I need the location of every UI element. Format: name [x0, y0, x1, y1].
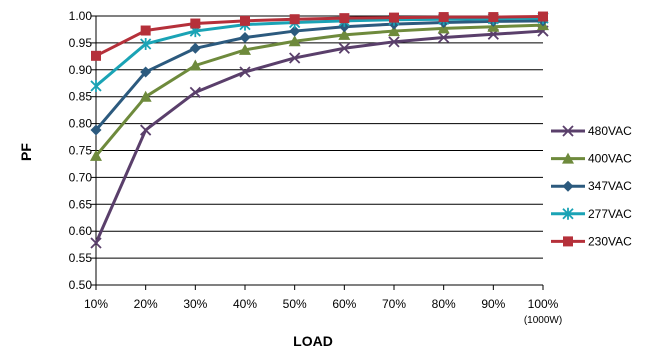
data-point-230vac [289, 14, 300, 25]
legend-label-480vac: 480VAC [588, 124, 632, 138]
x-tick-label: 90% [481, 297, 505, 311]
data-point-480vac [189, 86, 201, 99]
y-tick-label: 0.55 [69, 251, 93, 265]
y-tick-label: 0.90 [69, 63, 93, 77]
tick-labels: 0.50 0.55 0.60 0.65 0.70 0.75 0.80 0.85 0.90 0.95… [69, 9, 563, 326]
data-point-347vac [289, 25, 301, 37]
data-point-277vac [140, 37, 152, 50]
data-point-400vac [189, 59, 202, 71]
data-point-230vac [140, 25, 151, 36]
series-lines [90, 11, 549, 249]
legend-label-230vac: 230VAC [588, 234, 632, 248]
series-line-277vac [95, 16, 544, 88]
y-axis-title: PF [18, 143, 34, 161]
data-point-480vac [388, 36, 400, 48]
data-point-480vac [289, 52, 301, 64]
legend-label-400vac: 400VAC [588, 152, 632, 166]
y-tick-label: 0.70 [69, 170, 93, 184]
data-point-230vac [240, 15, 250, 26]
legend-marker-230vac [563, 236, 573, 247]
y-tick-label: 0.65 [69, 197, 93, 211]
data-point-230vac [488, 12, 499, 23]
data-point-400vac [388, 25, 400, 37]
legend: 480VAC 400VAC 347VAC 277VAC 230VAC [551, 124, 632, 248]
data-point-400vac [139, 90, 152, 102]
data-point-347vac [189, 42, 201, 54]
data-point-400vac [288, 35, 301, 47]
data-point-277vac [90, 79, 102, 92]
series-line-230vac [95, 15, 544, 58]
data-point-230vac [438, 12, 449, 23]
x-tick-sublabel: (1000W) [524, 315, 562, 326]
data-point-480vac [338, 42, 350, 54]
data-point-230vac [389, 12, 399, 23]
y-tick-label: 0.95 [69, 36, 93, 50]
data-point-230vac [339, 13, 350, 24]
series-line-480vac [94, 29, 544, 244]
y-tick-label: 0.50 [69, 278, 93, 292]
data-point-347vac [239, 32, 251, 44]
data-point-480vac [140, 124, 152, 136]
legend-marker-400vac [562, 152, 574, 164]
y-tick-label: 1.00 [69, 9, 93, 23]
data-point-400vac [90, 149, 102, 161]
data-point-347vac [90, 124, 102, 136]
data-point-480vac [438, 31, 450, 44]
y-tick-label: 0.75 [69, 144, 93, 158]
legend-marker-277vac [562, 207, 574, 220]
x-tick-label: 70% [382, 297, 406, 311]
legend-label-347vac: 347VAC [588, 179, 632, 193]
legend-label-277vac: 277VAC [588, 207, 632, 221]
x-tick-label: 20% [134, 297, 158, 311]
data-point-480vac [239, 66, 251, 78]
series-line-347vac [94, 19, 544, 132]
x-tick-label: 40% [233, 297, 257, 311]
data-point-400vac [239, 43, 251, 55]
legend-marker-480vac [562, 125, 574, 137]
data-point-230vac [190, 18, 201, 29]
legend-marker-347vac [562, 180, 574, 192]
data-point-230vac [538, 11, 548, 22]
data-point-230vac [91, 50, 101, 61]
x-tick-label: 80% [432, 297, 456, 311]
x-tick-label: 60% [332, 297, 356, 311]
x-axis-title: LOAD [293, 333, 333, 349]
data-point-400vac [338, 28, 351, 40]
x-tick-label: 10% [84, 297, 108, 311]
x-tick-label: 50% [283, 297, 307, 311]
x-tick-label: 100% [528, 297, 559, 311]
series-line-400vac [94, 23, 544, 157]
y-tick-label: 0.80 [69, 117, 93, 131]
data-point-480vac [90, 237, 102, 249]
y-tick-label: 0.60 [69, 224, 93, 238]
x-tick-label: 30% [183, 297, 207, 311]
y-tick-label: 0.85 [69, 90, 93, 104]
data-point-347vac [140, 66, 152, 78]
axes [91, 15, 544, 290]
